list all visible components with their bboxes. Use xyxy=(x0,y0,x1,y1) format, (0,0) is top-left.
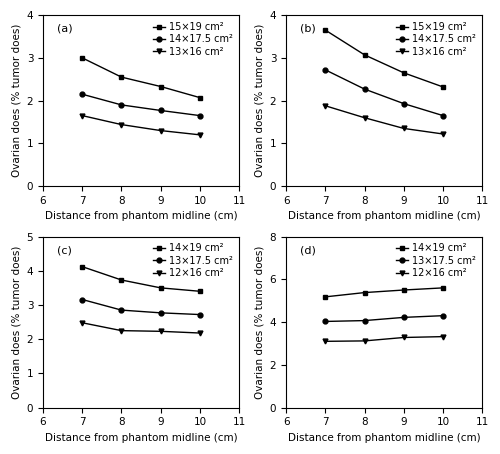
13×17.5 cm² xyxy=(118,307,124,313)
13×16 cm² xyxy=(362,115,368,120)
13×17.5 cm² xyxy=(158,310,164,316)
14×17.5 cm² xyxy=(118,102,124,108)
Line: 12×16 cm²: 12×16 cm² xyxy=(80,321,202,336)
15×19 cm² xyxy=(440,84,446,90)
12×16 cm² xyxy=(401,335,407,340)
15×19 cm² xyxy=(401,70,407,75)
X-axis label: Distance from phantom midline (cm): Distance from phantom midline (cm) xyxy=(288,212,480,222)
X-axis label: Distance from phantom midline (cm): Distance from phantom midline (cm) xyxy=(45,433,238,443)
13×16 cm² xyxy=(118,122,124,127)
X-axis label: Distance from phantom midline (cm): Distance from phantom midline (cm) xyxy=(45,212,238,222)
Line: 15×19 cm²: 15×19 cm² xyxy=(80,55,202,100)
15×19 cm² xyxy=(118,74,124,80)
14×17.5 cm² xyxy=(322,67,328,73)
Line: 13×17.5 cm²: 13×17.5 cm² xyxy=(323,313,446,324)
14×17.5 cm² xyxy=(362,86,368,92)
Text: (b): (b) xyxy=(300,24,316,34)
13×17.5 cm² xyxy=(197,312,203,317)
14×19 cm² xyxy=(322,294,328,300)
Y-axis label: Ovarian does (% tumor does): Ovarian does (% tumor does) xyxy=(11,246,21,399)
Line: 14×17.5 cm²: 14×17.5 cm² xyxy=(323,67,446,118)
15×19 cm² xyxy=(362,52,368,58)
15×19 cm² xyxy=(158,84,164,89)
Line: 14×19 cm²: 14×19 cm² xyxy=(323,286,446,299)
Line: 15×19 cm²: 15×19 cm² xyxy=(323,28,446,89)
15×19 cm² xyxy=(80,55,86,60)
14×17.5 cm² xyxy=(158,108,164,113)
14×19 cm² xyxy=(401,287,407,293)
13×17.5 cm² xyxy=(401,315,407,320)
12×16 cm² xyxy=(197,331,203,336)
Line: 14×19 cm²: 14×19 cm² xyxy=(80,264,202,294)
14×17.5 cm² xyxy=(440,113,446,118)
14×17.5 cm² xyxy=(197,113,203,118)
12×16 cm² xyxy=(80,320,86,326)
Legend: 15×19 cm², 14×17.5 cm², 13×16 cm²: 15×19 cm², 14×17.5 cm², 13×16 cm² xyxy=(394,20,477,59)
15×19 cm² xyxy=(322,27,328,33)
13×16 cm² xyxy=(80,113,86,118)
X-axis label: Distance from phantom midline (cm): Distance from phantom midline (cm) xyxy=(288,433,480,443)
Text: (c): (c) xyxy=(56,245,72,255)
14×19 cm² xyxy=(158,285,164,291)
13×17.5 cm² xyxy=(80,297,86,302)
Y-axis label: Ovarian does (% tumor does): Ovarian does (% tumor does) xyxy=(254,24,264,178)
12×16 cm² xyxy=(118,328,124,333)
14×17.5 cm² xyxy=(80,92,86,97)
Line: 13×16 cm²: 13×16 cm² xyxy=(323,104,446,136)
Legend: 14×19 cm², 13×17.5 cm², 12×16 cm²: 14×19 cm², 13×17.5 cm², 12×16 cm² xyxy=(394,242,477,280)
13×16 cm² xyxy=(440,131,446,137)
12×16 cm² xyxy=(322,339,328,344)
14×19 cm² xyxy=(197,289,203,294)
13×17.5 cm² xyxy=(440,313,446,318)
13×17.5 cm² xyxy=(322,319,328,324)
14×19 cm² xyxy=(440,285,446,291)
Line: 13×17.5 cm²: 13×17.5 cm² xyxy=(80,297,202,317)
14×17.5 cm² xyxy=(401,101,407,106)
Y-axis label: Ovarian does (% tumor does): Ovarian does (% tumor does) xyxy=(11,24,21,178)
14×19 cm² xyxy=(118,277,124,283)
13×17.5 cm² xyxy=(362,318,368,323)
14×19 cm² xyxy=(362,290,368,295)
Y-axis label: Ovarian does (% tumor does): Ovarian does (% tumor does) xyxy=(254,246,264,399)
13×16 cm² xyxy=(158,128,164,133)
Legend: 15×19 cm², 14×17.5 cm², 13×16 cm²: 15×19 cm², 14×17.5 cm², 13×16 cm² xyxy=(151,20,234,59)
12×16 cm² xyxy=(440,334,446,339)
15×19 cm² xyxy=(197,95,203,100)
13×16 cm² xyxy=(322,103,328,109)
12×16 cm² xyxy=(158,329,164,334)
Text: (a): (a) xyxy=(56,24,72,34)
14×19 cm² xyxy=(80,264,86,269)
Text: (d): (d) xyxy=(300,245,316,255)
Line: 12×16 cm²: 12×16 cm² xyxy=(323,334,446,344)
12×16 cm² xyxy=(362,338,368,344)
Legend: 14×19 cm², 13×17.5 cm², 12×16 cm²: 14×19 cm², 13×17.5 cm², 12×16 cm² xyxy=(151,242,234,280)
Line: 14×17.5 cm²: 14×17.5 cm² xyxy=(80,92,202,118)
Line: 13×16 cm²: 13×16 cm² xyxy=(80,113,202,137)
13×16 cm² xyxy=(197,132,203,138)
13×16 cm² xyxy=(401,126,407,131)
